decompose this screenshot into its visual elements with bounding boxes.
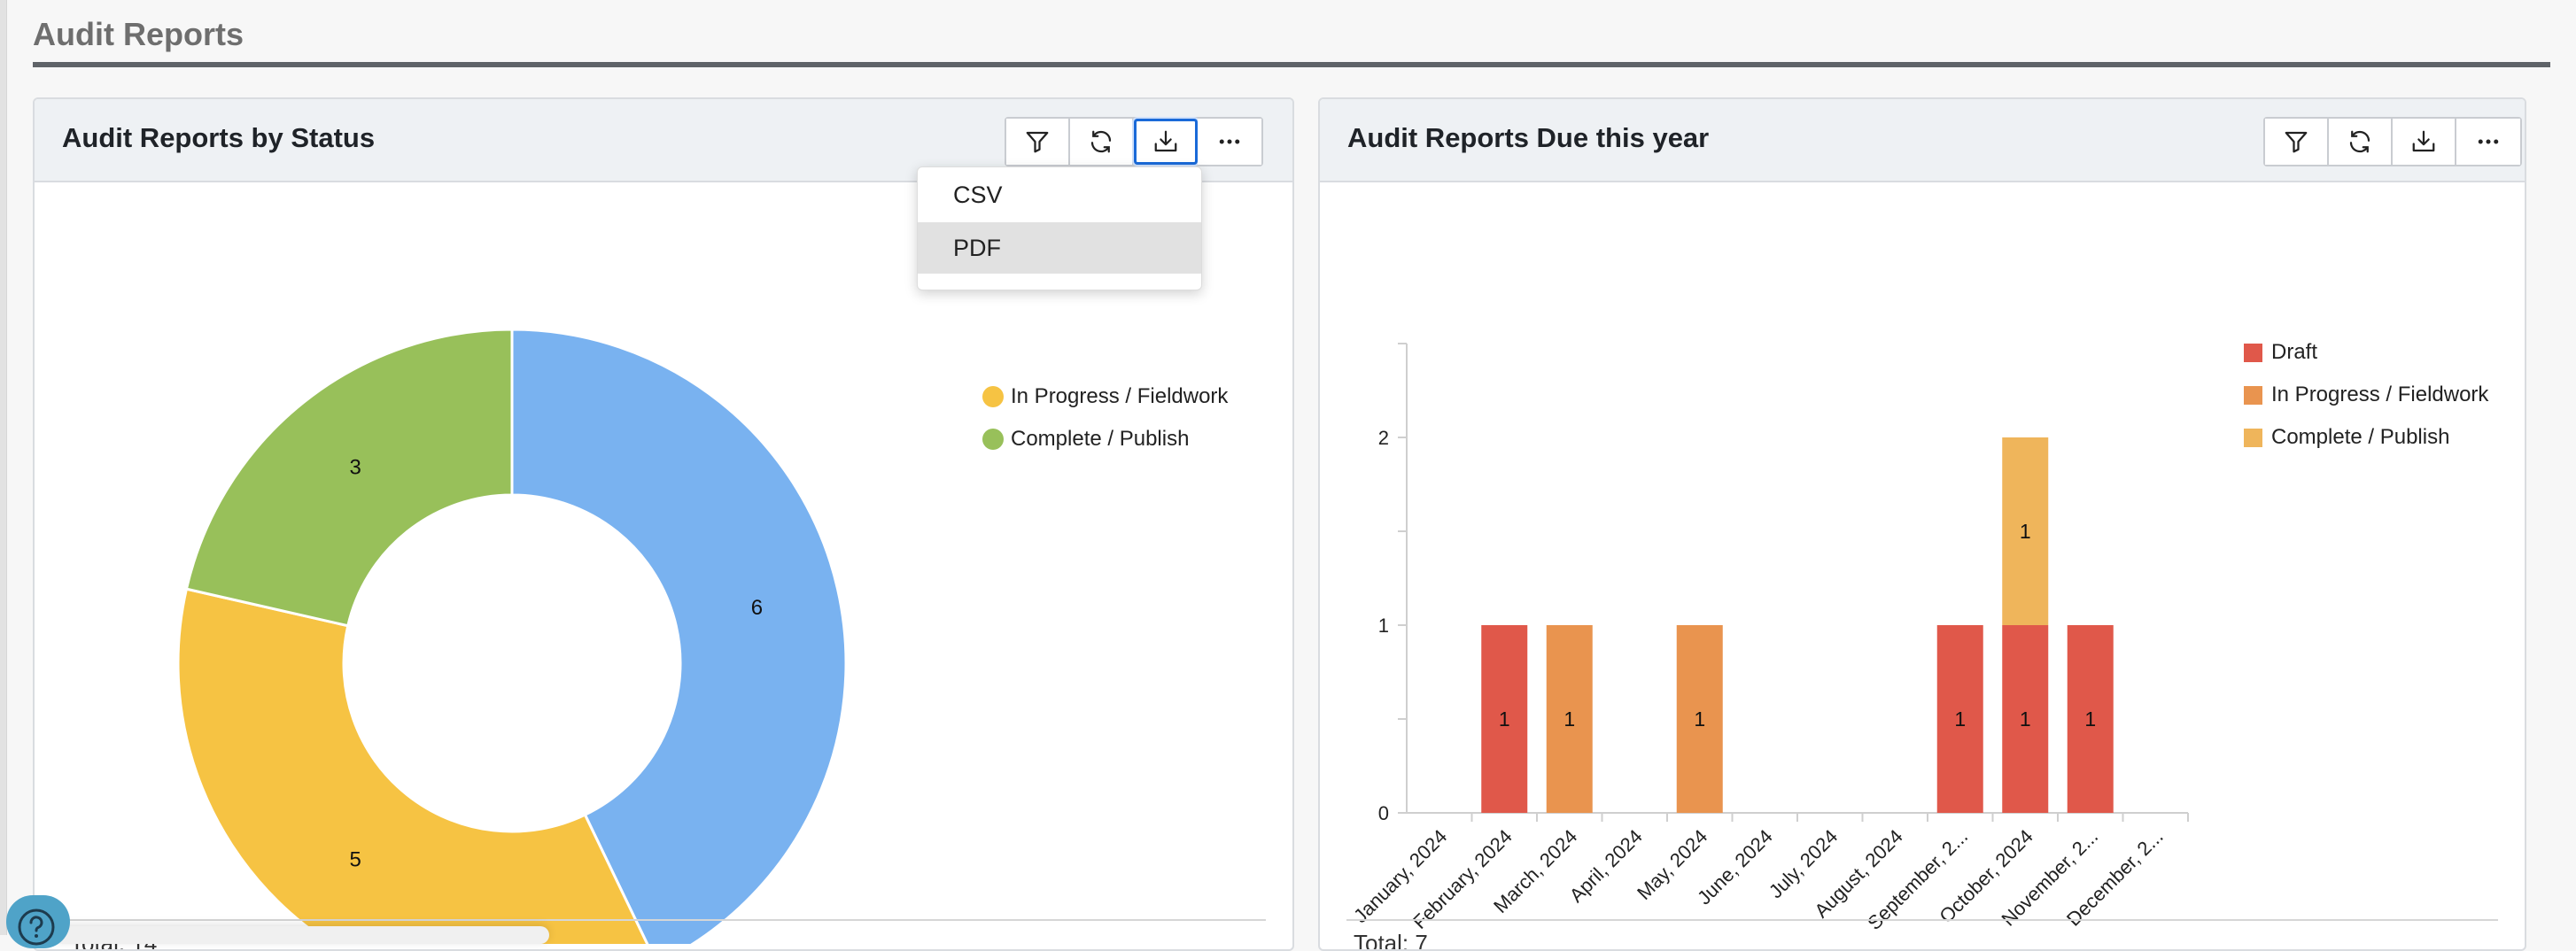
panel-toolbar (2263, 117, 2522, 166)
bar-label: 1 (1954, 707, 1966, 731)
bar-segment[interactable] (2067, 625, 2114, 813)
donut-chart-area: 6 5 3 In Progress / Fieldwork Complete / P… (35, 182, 1292, 949)
donut-slice[interactable] (510, 328, 848, 944)
legend-item[interactable]: Complete / Publish (2244, 416, 2488, 459)
panel-title: Audit Reports Due this year (1347, 122, 1710, 153)
refresh-button[interactable] (1070, 119, 1134, 165)
bar-label: 1 (2084, 707, 2096, 731)
download-button[interactable] (1134, 119, 1198, 165)
menu-item-csv[interactable]: CSV (953, 181, 1003, 208)
donut-slice[interactable] (184, 328, 514, 628)
y-tick-label: 0 (1378, 802, 1389, 824)
donut-chart: 6 5 3 (176, 328, 848, 944)
y-tick-label: 1 (1378, 615, 1389, 637)
filter-icon (2285, 131, 2308, 153)
donut-slice[interactable] (176, 587, 657, 944)
panel-toolbar (1005, 117, 1263, 166)
legend-label: In Progress / Fieldwork (2271, 383, 2489, 406)
legend-label: Draft (2271, 340, 2318, 364)
filter-icon (1026, 131, 1049, 153)
bar-label: 1 (2020, 707, 2031, 731)
legend-swatch (2244, 385, 2262, 405)
legend-item[interactable]: Draft (2244, 331, 2488, 374)
y-tick-label: 2 (1378, 427, 1389, 449)
more-icon (1219, 139, 1240, 144)
page-header: Audit Reports (33, 11, 2550, 67)
more-button[interactable] (2456, 119, 2520, 165)
legend-label: Complete / Publish (2271, 425, 2450, 449)
bar-label: 1 (1563, 707, 1575, 731)
filter-button[interactable] (2265, 119, 2329, 165)
page-title: Audit Reports (33, 16, 244, 52)
bar-segment[interactable] (1936, 625, 1983, 813)
slice-label: 5 (350, 848, 361, 872)
due-chart-panel: Audit Reports Due this year 0 1 2 January, … (1318, 97, 2526, 951)
legend-label: Complete / Publish (1011, 427, 1190, 451)
filter-button[interactable] (1006, 119, 1070, 165)
download-icon (1154, 130, 1177, 152)
legend-swatch (2244, 428, 2262, 447)
more-icon (2478, 139, 2499, 144)
panel-title: Audit Reports by Status (62, 122, 376, 153)
feedback-bar (53, 926, 549, 944)
bar-segment[interactable] (1546, 625, 1593, 813)
bar-label: 1 (1499, 707, 1510, 731)
download-icon (2412, 130, 2435, 152)
panel-header: Audit Reports by Status (35, 99, 1292, 182)
bar-segment[interactable] (2002, 437, 2049, 625)
legend-swatch (982, 386, 1004, 407)
bar-label: 1 (1694, 707, 1705, 731)
slice-label: 3 (350, 455, 361, 479)
refresh-icon (2349, 130, 2370, 153)
panel-header: Audit Reports Due this year (1320, 99, 2525, 182)
bar-segment[interactable] (1481, 625, 1528, 813)
bar-chart-area: 0 1 2 January, 2024 February, 2024 March, 202… (1320, 182, 2525, 949)
bar-label: 1 (2020, 520, 2031, 543)
bar-segment[interactable] (1676, 625, 1723, 813)
more-button[interactable] (1198, 119, 1261, 165)
help-icon (18, 908, 55, 946)
legend-item[interactable]: In Progress / Fieldwork (2244, 374, 2488, 416)
donut-legend: In Progress / Fieldwork Complete / Publi… (982, 375, 1228, 460)
help-button[interactable] (6, 895, 70, 948)
download-menu: CSV PDF (917, 166, 1202, 290)
refresh-icon (1090, 130, 1112, 153)
legend-swatch (2244, 343, 2262, 362)
panel-footer-total: Total: 7 (1354, 930, 1428, 951)
legend-label: In Progress / Fieldwork (1011, 384, 1229, 408)
legend-item[interactable]: Complete / Publish (982, 418, 1228, 460)
legend-swatch (982, 429, 1004, 450)
menu-item-pdf[interactable]: PDF (918, 222, 1201, 274)
legend-item[interactable]: In Progress / Fieldwork (982, 375, 1228, 418)
bar-legend: Draft In Progress / Fieldwork Complete / P… (2244, 331, 2488, 459)
download-button[interactable] (2393, 119, 2456, 165)
refresh-button[interactable] (2329, 119, 2393, 165)
bar-segment[interactable] (2002, 625, 2049, 813)
window-edge (0, 0, 7, 935)
slice-label: 6 (751, 596, 763, 620)
footer-divider (1346, 919, 2498, 921)
footer-divider (61, 919, 1266, 921)
